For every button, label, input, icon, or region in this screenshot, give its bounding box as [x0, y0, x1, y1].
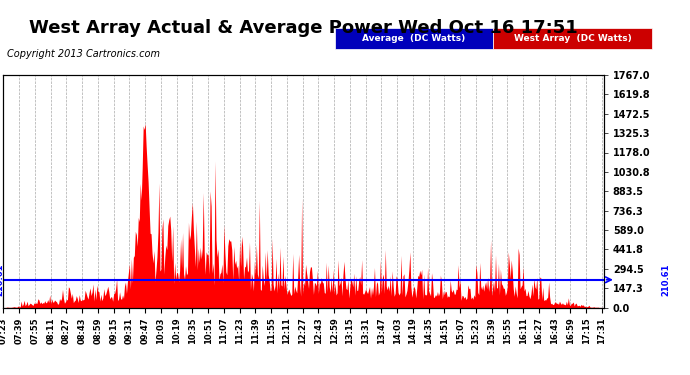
Text: 210.61: 210.61	[661, 264, 671, 296]
Text: 210.61: 210.61	[0, 264, 5, 296]
Text: Copyright 2013 Cartronics.com: Copyright 2013 Cartronics.com	[7, 49, 160, 59]
Text: West Array  (DC Watts): West Array (DC Watts)	[514, 34, 631, 43]
Text: West Array Actual & Average Power Wed Oct 16 17:51: West Array Actual & Average Power Wed Oc…	[29, 19, 578, 37]
Text: Average  (DC Watts): Average (DC Watts)	[362, 34, 466, 43]
